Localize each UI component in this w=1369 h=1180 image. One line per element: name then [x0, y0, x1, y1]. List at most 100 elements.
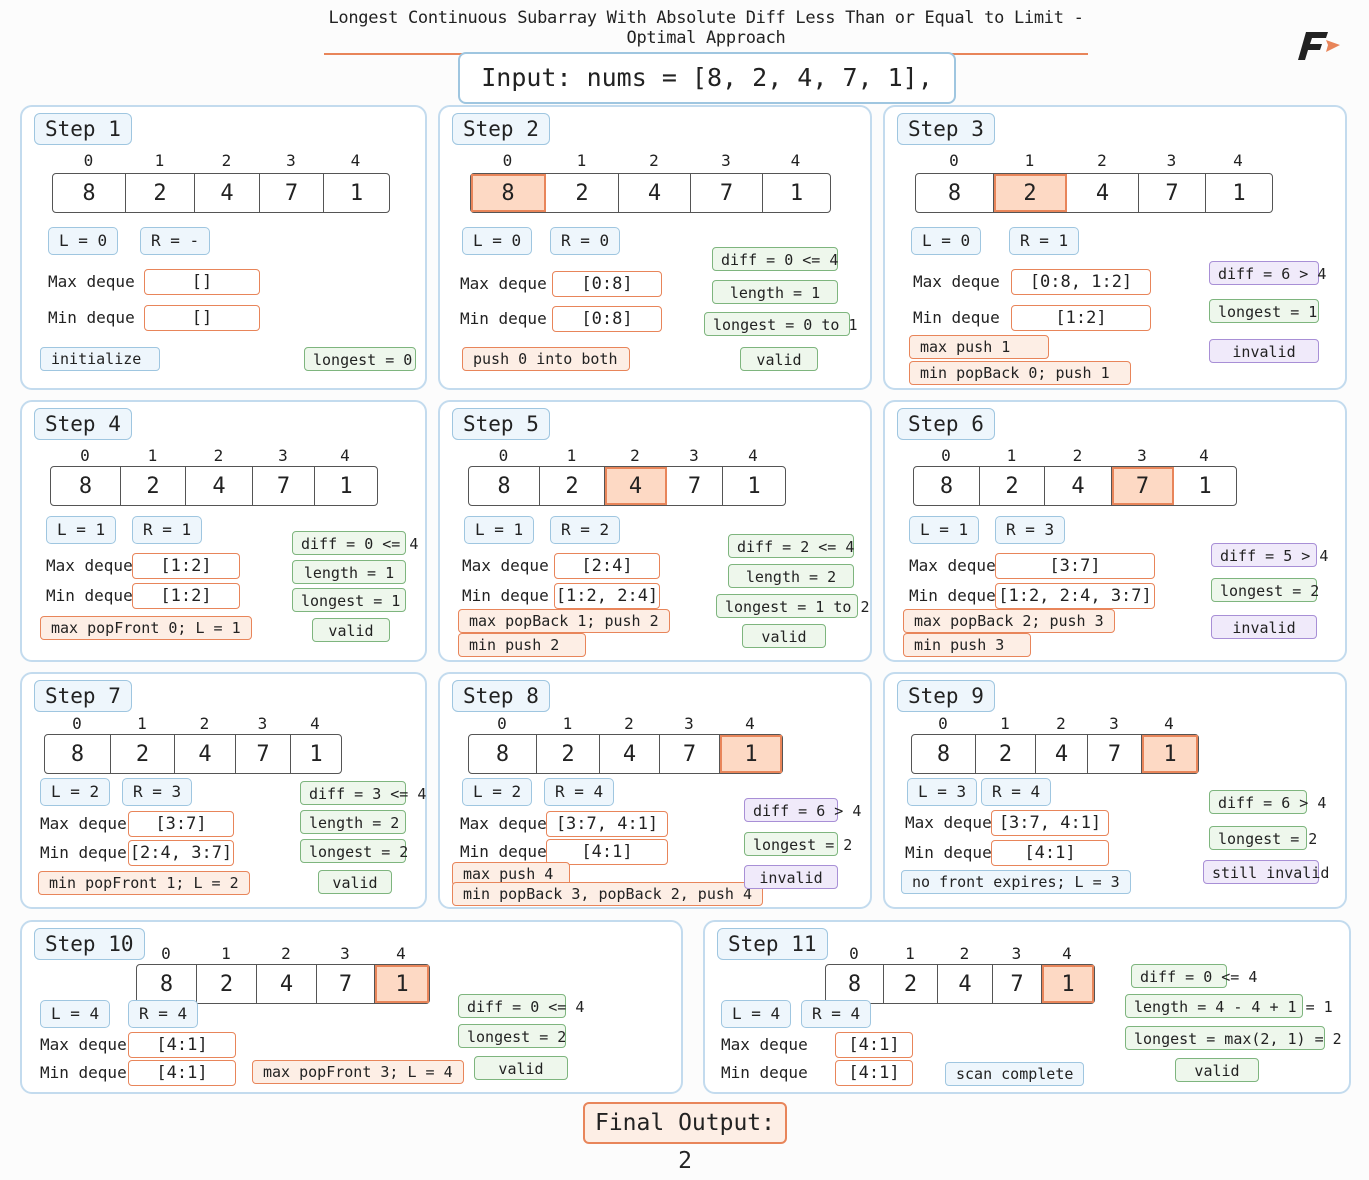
step-label: Step 9 — [897, 680, 995, 712]
input-banner: Input: nums = [8, 2, 4, 7, 1], limit = 4 — [458, 52, 956, 140]
operation-note: initialize — [40, 347, 160, 371]
status-tag: longest = 2 — [1209, 826, 1317, 850]
array-index: 0 — [161, 944, 171, 963]
array-cell: 8 — [53, 174, 126, 212]
status-tag: longest = 2 — [300, 839, 408, 863]
max-deque-label: Max deque — [909, 556, 996, 575]
max-deque-label: Max deque — [905, 813, 992, 832]
max-deque-label: Max deque — [913, 272, 1000, 291]
array-index: 3 — [257, 714, 268, 733]
array-cell: 8 — [51, 467, 121, 505]
status-tag: longest = 2 — [458, 1024, 566, 1048]
array-cell: 2 — [126, 174, 195, 212]
min-deque-value: [] — [144, 305, 260, 331]
status-tag: valid — [474, 1056, 568, 1080]
status-tag: valid — [742, 624, 826, 648]
array-index: 2 — [281, 944, 291, 963]
right-pointer: R = 3 — [122, 778, 193, 806]
array-cell: 7 — [667, 467, 723, 505]
max-deque-value: [3:7, 4:1] — [546, 811, 668, 837]
array-index: 4 — [396, 944, 406, 963]
array-index: 1 — [137, 714, 147, 733]
page-title: Longest Continuous Subarray With Absolut… — [324, 8, 1088, 55]
status-tag: diff = 6 > 4 — [744, 798, 861, 822]
array-cell: 8 — [137, 965, 197, 1003]
array-index: 3 — [684, 714, 694, 733]
array-cell-current: 1 — [720, 735, 782, 773]
array-index: 1 — [576, 151, 587, 170]
array-index: 0 — [849, 944, 859, 963]
array-cell-current: 1 — [1042, 965, 1094, 1003]
array-index: 3 — [340, 944, 350, 963]
max-deque-value: [0:8, 1:2] — [1011, 269, 1151, 295]
array-cell: 7 — [660, 735, 720, 773]
right-pointer: R = 4 — [128, 1000, 199, 1028]
array-index: 3 — [278, 446, 288, 465]
array-cell: 7 — [236, 735, 291, 773]
step-label: Step 11 — [717, 928, 828, 960]
array-cell: 2 — [980, 467, 1045, 505]
status-tag: longest = 1 — [1209, 299, 1319, 323]
array-index: 2 — [221, 151, 232, 170]
min-deque-label: Min deque — [905, 843, 992, 862]
array-index: 1 — [1006, 446, 1017, 465]
status-tag: diff = 3 <= 4 — [300, 781, 426, 805]
step-label: Step 4 — [34, 408, 132, 440]
array-index: 1 — [1024, 151, 1035, 170]
array-cell: 4 — [938, 965, 993, 1003]
status-tag: longest = 0 — [304, 347, 416, 371]
step-label: Step 3 — [897, 113, 995, 145]
array-index: 0 — [83, 151, 94, 170]
max-deque-label: Max deque — [460, 274, 547, 293]
min-deque-label: Min deque — [40, 843, 127, 862]
status-tag: length = 4 - 4 + 1 = 1 — [1125, 994, 1333, 1018]
operation-note: max popBack 1; push 2 — [458, 609, 670, 633]
array-index: 1 — [1000, 714, 1010, 733]
status-tag: valid — [318, 870, 392, 894]
status-tag: diff = 0 <= 4 — [1131, 964, 1257, 988]
right-pointer: R = 1 — [132, 516, 203, 544]
left-pointer: L = 3 — [907, 778, 978, 806]
array-cell: 8 — [912, 735, 976, 773]
status-tag: longest = 1 to 2 — [716, 594, 870, 618]
step-label: Step 10 — [34, 928, 145, 960]
array-index: 1 — [905, 944, 915, 963]
min-deque-label: Min deque — [460, 842, 547, 861]
array-index: 2 — [1056, 714, 1066, 733]
array-cell-current: 8 — [471, 174, 546, 212]
left-pointer: L = 2 — [40, 778, 111, 806]
brand-logo-icon — [1298, 32, 1340, 60]
min-deque-value: [0:8] — [552, 306, 662, 332]
array-cell: 7 — [1088, 735, 1142, 773]
status-tag: longest = max(2, 1) = 2 — [1125, 1026, 1342, 1050]
min-deque-value: [4:1] — [991, 840, 1109, 866]
max-deque-label: Max deque — [40, 814, 127, 833]
array-index: 2 — [1097, 151, 1107, 170]
array-cell-current: 1 — [1142, 735, 1198, 773]
array-cell-current: 7 — [1112, 467, 1174, 505]
array-index: 2 — [959, 944, 970, 963]
status-tag: diff = 6 > 4 — [1209, 261, 1326, 285]
array-index: 0 — [941, 446, 951, 465]
array-cell: 4 — [1036, 735, 1088, 773]
array-index: 1 — [566, 446, 577, 465]
array-cell: 2 — [111, 735, 175, 773]
status-tag: longest = 2 — [744, 832, 852, 856]
right-pointer: R = 4 — [544, 778, 615, 806]
array-index: 3 — [689, 446, 699, 465]
array-index: 2 — [199, 714, 210, 733]
array-index: 4 — [310, 714, 320, 733]
step-label: Step 1 — [34, 113, 132, 145]
array-cell: 4 — [600, 735, 660, 773]
array-index: 0 — [949, 151, 959, 170]
